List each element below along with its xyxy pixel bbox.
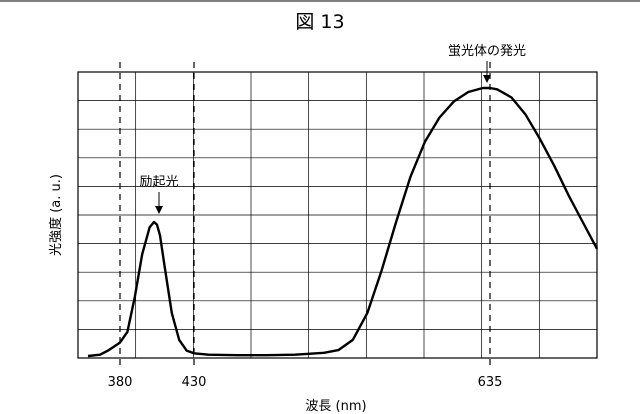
figure-label: 図 13 <box>295 11 344 33</box>
y-axis-label: 光強度 (a. u.) <box>48 174 64 256</box>
x-tick-labels: 380 430 635 <box>108 375 503 390</box>
x-tick-label-635: 635 <box>478 375 503 390</box>
x-tick-label-430: 430 <box>182 375 207 390</box>
emission-spectrum-line <box>88 88 597 356</box>
plot-grid <box>78 72 597 358</box>
excitation-arrow-head <box>155 206 163 214</box>
excitation-light-label: 励起光 <box>139 175 178 190</box>
x-tick-label-380: 380 <box>108 375 133 390</box>
x-axis-label: 波長 (nm) <box>305 399 366 414</box>
phosphor-emission-label: 蛍光体の発光 <box>448 44 526 59</box>
